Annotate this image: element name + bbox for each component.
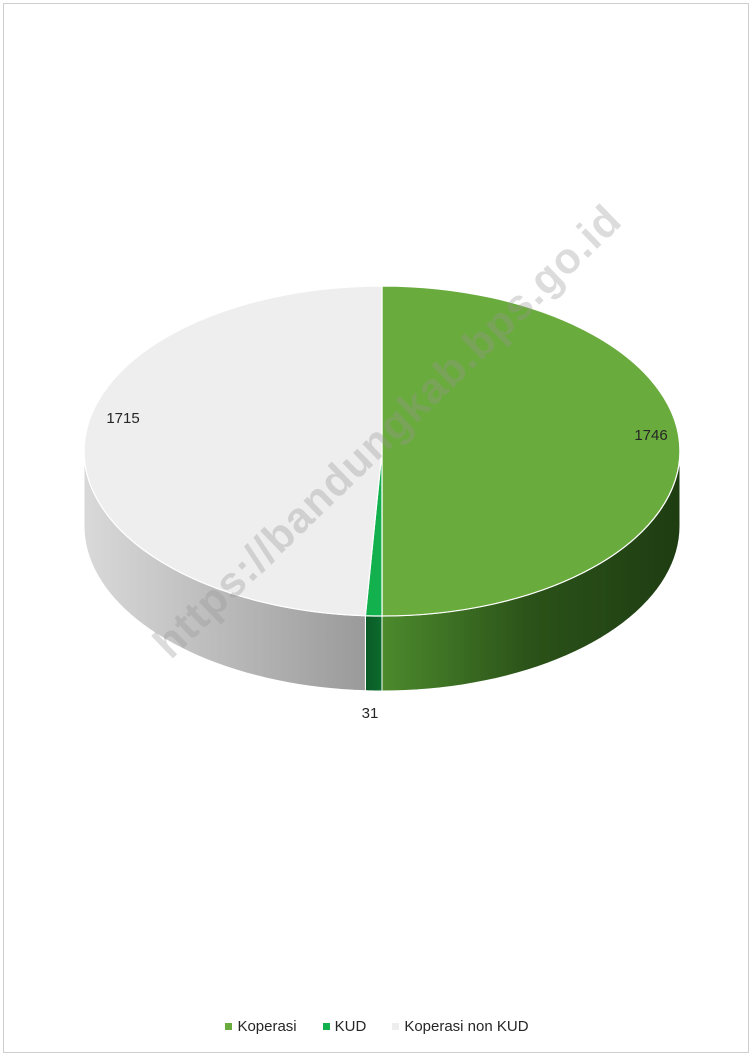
legend-item-koperasi: Koperasi [225,1018,297,1035]
legend-label-koperasi: Koperasi [237,1018,297,1035]
legend-swatch-kud [322,1023,330,1030]
pie-labels: 1746 31 1715 [106,410,667,722]
pie-slice-koperasi-non-kud [83,285,383,617]
legend: Koperasi KUD Koperasi non KUD [0,1018,754,1035]
data-label-kud: 31 [362,705,379,722]
legend-label-koperasi-non-kud: Koperasi non KUD [404,1018,529,1035]
legend-label-kud: KUD [334,1018,367,1035]
legend-item-kud: KUD [322,1018,367,1035]
pie-side-kud [364,615,383,692]
data-label-koperasi: 1746 [634,427,667,444]
legend-swatch-koperasi [225,1023,233,1030]
data-label-koperasi-non-kud: 1715 [106,410,139,427]
legend-swatch-koperasi-non-kud [392,1023,400,1030]
legend-item-koperasi-non-kud: Koperasi non KUD [392,1018,529,1035]
pie-tops [83,285,681,617]
pie-slice-koperasi [381,285,681,617]
